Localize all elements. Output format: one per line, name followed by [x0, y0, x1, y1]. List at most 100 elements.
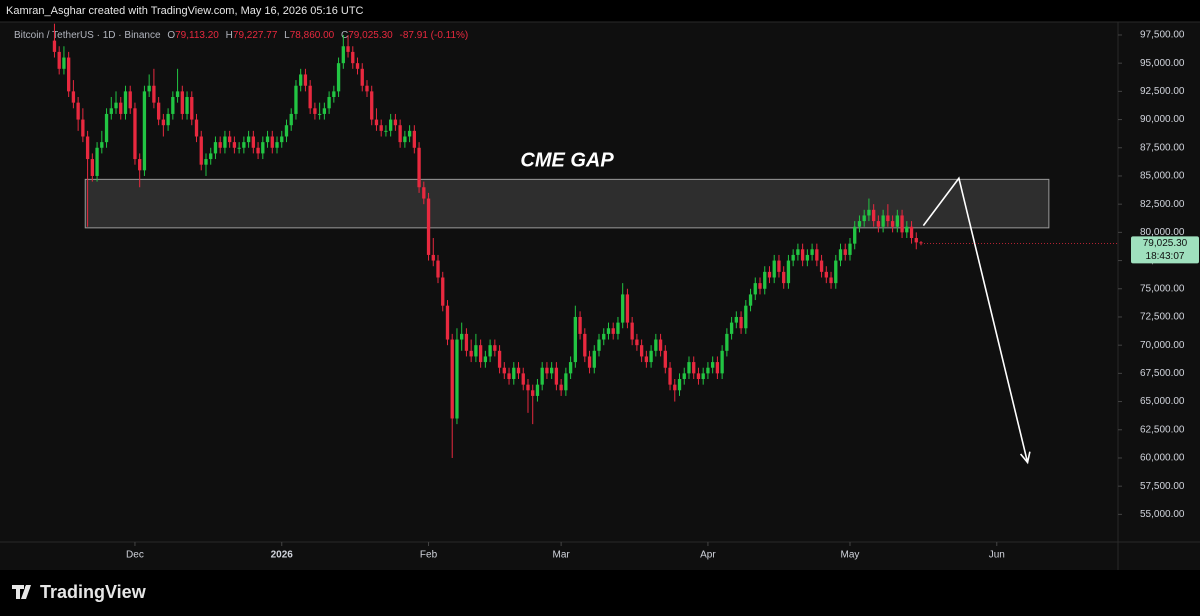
candle-body — [521, 373, 525, 385]
candle-body — [422, 187, 426, 199]
caption: Kamran_Asghar created with TradingView.c… — [6, 5, 364, 17]
candle-body — [104, 113, 109, 143]
candle-body — [370, 91, 374, 120]
annotation-text: CME GAP — [520, 150, 614, 172]
logo-dot — [25, 585, 30, 590]
candle-body — [280, 136, 284, 143]
candle-body — [706, 367, 710, 374]
candle-body — [488, 345, 492, 357]
candle-body — [602, 333, 606, 340]
candle-body — [587, 356, 592, 368]
candle-body — [393, 119, 398, 126]
candle-body — [426, 198, 431, 255]
candle-body — [559, 384, 563, 391]
candle-body — [265, 136, 270, 143]
candle-body — [625, 294, 630, 323]
candle-body — [351, 51, 355, 64]
candle-body — [303, 74, 308, 86]
candle-body — [379, 125, 383, 131]
candle-body — [711, 362, 715, 368]
candle-body — [497, 350, 502, 368]
candle-body — [261, 142, 265, 154]
candles — [52, 23, 923, 458]
candle-body — [810, 249, 814, 255]
candle-body — [460, 333, 464, 340]
candle-body — [355, 63, 360, 69]
candle-body — [412, 130, 416, 148]
candle-body — [568, 362, 573, 374]
candle-body — [857, 221, 862, 227]
legend-letter: O — [167, 30, 175, 41]
change: -87.91 (-0.11%) — [400, 30, 469, 41]
candle-body — [796, 249, 800, 255]
candle-body — [715, 362, 720, 374]
candle-body — [696, 373, 701, 380]
candle-body — [270, 136, 274, 148]
candle-body — [639, 345, 644, 357]
candle-body — [365, 85, 369, 92]
candle-body — [692, 362, 696, 374]
candle-body — [294, 85, 298, 114]
candle-body — [919, 242, 923, 244]
candle-body — [658, 339, 663, 351]
candle-body — [223, 136, 227, 148]
candle-body — [232, 142, 237, 148]
candle-body — [109, 108, 113, 114]
candle-body — [862, 215, 866, 222]
candle-body — [507, 373, 511, 380]
y-tick-label: 67,500.00 — [1140, 368, 1185, 379]
candle-body — [123, 91, 128, 114]
chart-panel — [0, 22, 1200, 570]
candle-body — [905, 226, 909, 233]
candle-body — [725, 333, 729, 351]
candle-body — [431, 254, 435, 261]
candle-body — [744, 305, 748, 329]
candle-body — [275, 142, 279, 148]
candle-body — [322, 108, 327, 114]
candle-body — [417, 147, 421, 188]
candle-body — [763, 271, 767, 289]
candle-body — [308, 85, 312, 109]
x-tick-label: Mar — [553, 550, 571, 561]
candle-body — [85, 136, 90, 160]
candle-body — [573, 316, 577, 363]
candle-body — [687, 362, 691, 374]
candle-body — [175, 91, 180, 98]
candle-body — [161, 119, 166, 126]
candle-body — [138, 159, 142, 171]
candle-body — [886, 215, 890, 222]
x-tick-label: Dec — [126, 550, 144, 561]
candle-body — [76, 102, 80, 120]
candle-body — [564, 373, 568, 391]
candle-body — [147, 85, 151, 92]
candle-body — [474, 345, 478, 357]
candle-body — [407, 130, 412, 137]
candle-body — [502, 367, 506, 374]
gap-zone — [84, 178, 1050, 229]
candle-body — [332, 91, 336, 98]
y-tick-label: 97,500.00 — [1140, 30, 1185, 41]
candle-body — [469, 350, 473, 357]
candle-body — [819, 260, 824, 272]
candle-body — [441, 277, 445, 306]
candle-body — [133, 108, 137, 160]
candle-body — [758, 283, 762, 289]
candle-body — [739, 316, 743, 329]
candle-body — [180, 91, 184, 114]
candle-body — [834, 260, 838, 284]
candle-body — [914, 238, 918, 243]
legend-letter: L — [284, 30, 290, 41]
candle-body — [540, 367, 544, 385]
candle-body — [876, 221, 881, 227]
candle-body — [450, 339, 454, 419]
candle-body — [185, 97, 189, 114]
candle-body — [190, 97, 194, 120]
legend-value: 78,860.00 — [290, 30, 335, 41]
candle-body — [815, 249, 819, 261]
candle-body — [95, 147, 99, 176]
candle-body — [152, 85, 156, 103]
last-price-tag — [1131, 236, 1199, 264]
candle-body — [909, 226, 914, 239]
candle-body — [606, 328, 611, 334]
